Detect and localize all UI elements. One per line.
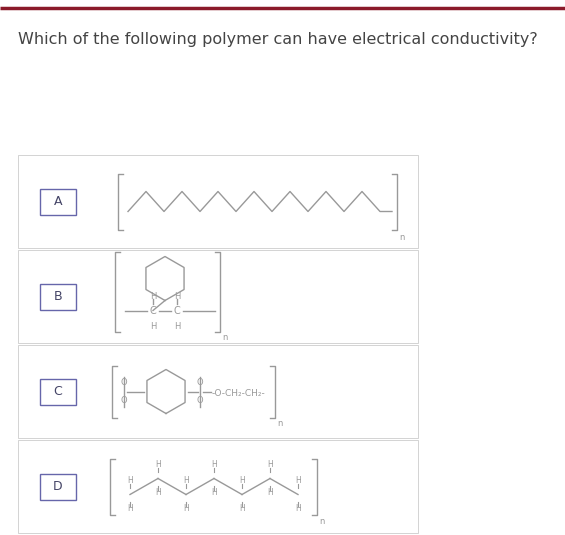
Text: H: H <box>211 488 217 497</box>
Text: H: H <box>127 476 133 485</box>
Text: H: H <box>295 504 301 513</box>
Text: n: n <box>222 332 227 341</box>
FancyBboxPatch shape <box>18 440 418 533</box>
Text: C: C <box>173 305 180 316</box>
Text: -O-CH₂-CH₂-: -O-CH₂-CH₂- <box>211 389 265 398</box>
Text: H: H <box>183 476 189 485</box>
Text: H: H <box>211 460 217 469</box>
FancyBboxPatch shape <box>40 284 76 310</box>
FancyBboxPatch shape <box>18 250 418 343</box>
Text: H: H <box>295 476 301 485</box>
Text: B: B <box>54 290 62 303</box>
Text: H: H <box>183 504 189 513</box>
Text: D: D <box>53 480 63 493</box>
Text: H: H <box>155 460 161 469</box>
Text: O: O <box>121 396 127 405</box>
Text: C: C <box>150 305 157 316</box>
FancyBboxPatch shape <box>40 188 76 215</box>
Text: H: H <box>174 292 180 301</box>
Text: A: A <box>54 195 62 208</box>
Text: H: H <box>174 322 180 331</box>
Text: Which of the following polymer can have electrical conductivity?: Which of the following polymer can have … <box>18 32 538 47</box>
Text: H: H <box>150 322 156 331</box>
Text: n: n <box>277 419 282 429</box>
Text: H: H <box>267 460 273 469</box>
Text: O: O <box>197 378 203 387</box>
Text: H: H <box>239 504 245 513</box>
Text: O: O <box>121 378 127 387</box>
Text: H: H <box>267 488 273 497</box>
FancyBboxPatch shape <box>18 345 418 438</box>
FancyBboxPatch shape <box>40 473 76 500</box>
Text: H: H <box>127 504 133 513</box>
Text: H: H <box>239 476 245 485</box>
Text: H: H <box>150 292 156 301</box>
Text: n: n <box>399 233 405 242</box>
FancyBboxPatch shape <box>40 378 76 404</box>
FancyBboxPatch shape <box>18 155 418 248</box>
Text: n: n <box>319 516 324 525</box>
Text: O: O <box>197 396 203 405</box>
Text: C: C <box>54 385 62 398</box>
Text: H: H <box>155 488 161 497</box>
